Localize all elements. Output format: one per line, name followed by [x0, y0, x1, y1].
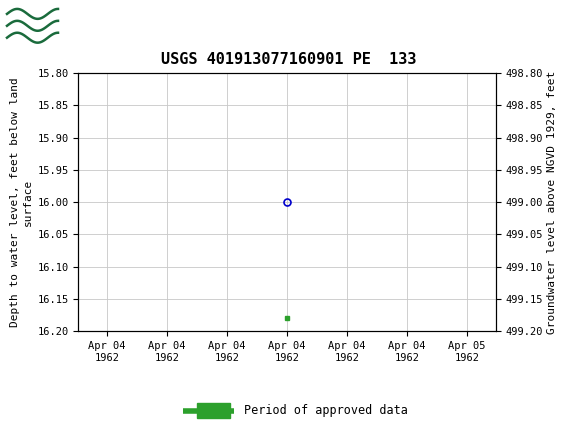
- Bar: [197, 403, 230, 418]
- Y-axis label: Depth to water level, feet below land
surface: Depth to water level, feet below land su…: [10, 77, 33, 327]
- Y-axis label: Groundwater level above NGVD 1929, feet: Groundwater level above NGVD 1929, feet: [548, 71, 557, 334]
- Text: Period of approved data: Period of approved data: [244, 404, 408, 417]
- Text: USGS: USGS: [68, 16, 132, 36]
- Text: USGS 401913077160901 PE  133: USGS 401913077160901 PE 133: [161, 52, 416, 67]
- Bar: [5, 4, 60, 48]
